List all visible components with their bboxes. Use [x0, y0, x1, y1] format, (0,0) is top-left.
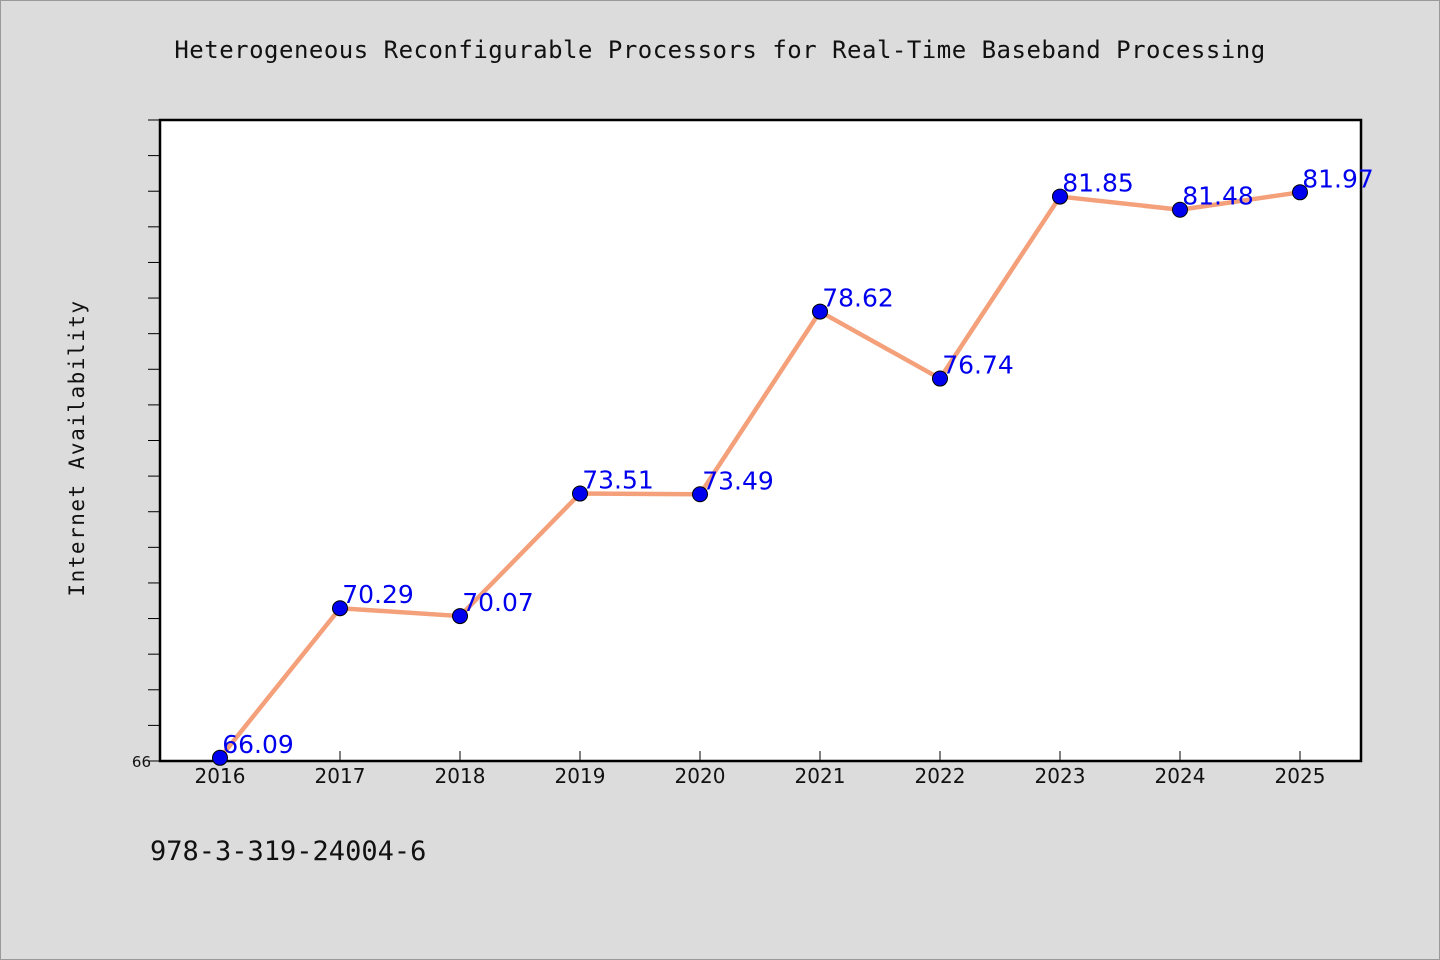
data-point	[932, 370, 948, 387]
data-label: 66.09	[222, 730, 294, 759]
x-tick-label: 2017	[315, 764, 366, 788]
data-point	[1052, 188, 1068, 205]
data-point	[332, 600, 348, 617]
data-point	[692, 486, 708, 503]
x-tick-label: 2022	[915, 764, 966, 788]
series-line	[217, 190, 1303, 761]
data-point	[452, 608, 468, 625]
data-point	[812, 303, 828, 320]
data-label: 73.49	[702, 466, 774, 495]
data-label: 70.07	[462, 588, 534, 617]
data-label: 78.62	[822, 284, 894, 313]
x-tick-label: 2024	[1155, 764, 1206, 788]
data-point	[212, 749, 228, 766]
y-axis-ticks: 66	[132, 119, 160, 771]
y-tick-label: 66	[132, 753, 151, 771]
x-tick-label: 2021	[795, 764, 846, 788]
data-label: 73.51	[582, 466, 654, 495]
x-tick-label: 2020	[675, 764, 726, 788]
x-tick-label: 2023	[1035, 764, 1086, 788]
data-label: 81.48	[1182, 182, 1254, 211]
isbn-footnote: 978-3-319-24004-6	[150, 836, 427, 867]
data-point	[1172, 201, 1188, 218]
data-label: 81.85	[1062, 169, 1134, 198]
x-axis-ticks: 2016 2017 2018 2019 2020 2021 2022 2023 2024 2025	[195, 751, 1326, 788]
series-group: 66.09 70.29 70.07 73.51 73.49 78.62 76.74 81.85…	[212, 164, 1374, 766]
plot-area	[158, 118, 1363, 763]
chart-title: Heterogeneous Reconfigurable Processors …	[174, 36, 1266, 64]
data-label: 81.97	[1302, 164, 1374, 193]
data-label: 76.74	[942, 351, 1014, 380]
x-tick-label: 2025	[1275, 764, 1326, 788]
data-point	[572, 485, 588, 502]
data-point	[1292, 184, 1308, 201]
data-label: 70.29	[342, 580, 414, 609]
x-tick-label: 2018	[435, 764, 486, 788]
x-tick-label: 2019	[555, 764, 606, 788]
x-tick-label: 2016	[195, 764, 246, 788]
